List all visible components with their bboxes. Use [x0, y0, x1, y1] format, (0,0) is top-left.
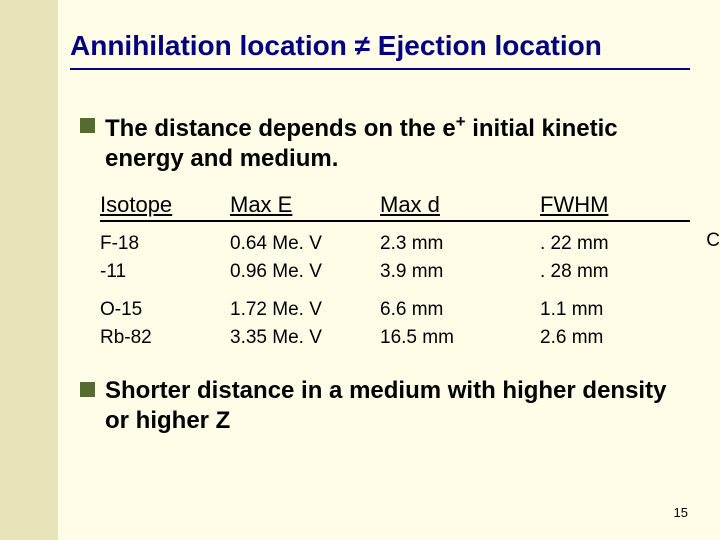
left-accent-band [0, 0, 58, 540]
stray-character: C [706, 230, 720, 252]
table-cell: . 22 mm [540, 230, 670, 258]
table-cell: 2.6 mm [540, 324, 670, 352]
col-header-max-e: Max E [230, 192, 380, 218]
table-cell: 0.96 Me. V [230, 258, 380, 286]
table-cell: . 28 mm [540, 258, 670, 286]
bullet-item: The distance depends on the e+ initial k… [80, 112, 690, 174]
table-cell: 1.72 Me. V [230, 296, 380, 324]
table-cell: 6.6 mm [380, 296, 540, 324]
table-row: Rb-823.35 Me. V16.5 mm2.6 mm [100, 324, 690, 352]
table-cell: Rb-82 [100, 324, 230, 352]
square-bullet-icon [80, 382, 95, 397]
table-cell: 0.64 Me. V [230, 230, 380, 258]
table-cell: F-18 [100, 230, 230, 258]
table-cell: 2.3 mm [380, 230, 540, 258]
table-cell: 3.9 mm [380, 258, 540, 286]
table-header-row: Isotope Max E Max d FWHM [100, 192, 690, 222]
table-row: O-151.72 Me. V6.6 mm1.1 mm [100, 296, 690, 324]
isotope-table: Isotope Max E Max d FWHM F-180.64 Me. V2… [100, 192, 690, 352]
table-cell: 16.5 mm [380, 324, 540, 352]
bullet-item: Shorter distance in a medium with higher… [80, 376, 690, 436]
table-cell: O-15 [100, 296, 230, 324]
bullet-text: Shorter distance in a medium with higher… [105, 376, 690, 436]
col-header-isotope: Isotope [100, 192, 230, 218]
table-body: F-180.64 Me. V2.3 mm. 22 mm-110.96 Me. V… [100, 230, 690, 352]
table-row: F-180.64 Me. V2.3 mm. 22 mm [100, 230, 690, 258]
col-header-max-d: Max d [380, 192, 540, 218]
table-cell: 1.1 mm [540, 296, 670, 324]
col-header-fwhm: FWHM [540, 192, 670, 218]
table-row: -110.96 Me. V3.9 mm. 28 mm [100, 258, 690, 286]
table-cell: 3.35 Me. V [230, 324, 380, 352]
page-number: 15 [674, 505, 688, 520]
table-cell: -11 [100, 258, 230, 286]
row-gap [100, 286, 690, 296]
square-bullet-icon [80, 118, 95, 133]
slide-content: Annihilation location ≠ Ejection locatio… [58, 0, 720, 540]
bullet-text: The distance depends on the e+ initial k… [105, 112, 690, 174]
slide-title: Annihilation location ≠ Ejection locatio… [70, 30, 690, 70]
